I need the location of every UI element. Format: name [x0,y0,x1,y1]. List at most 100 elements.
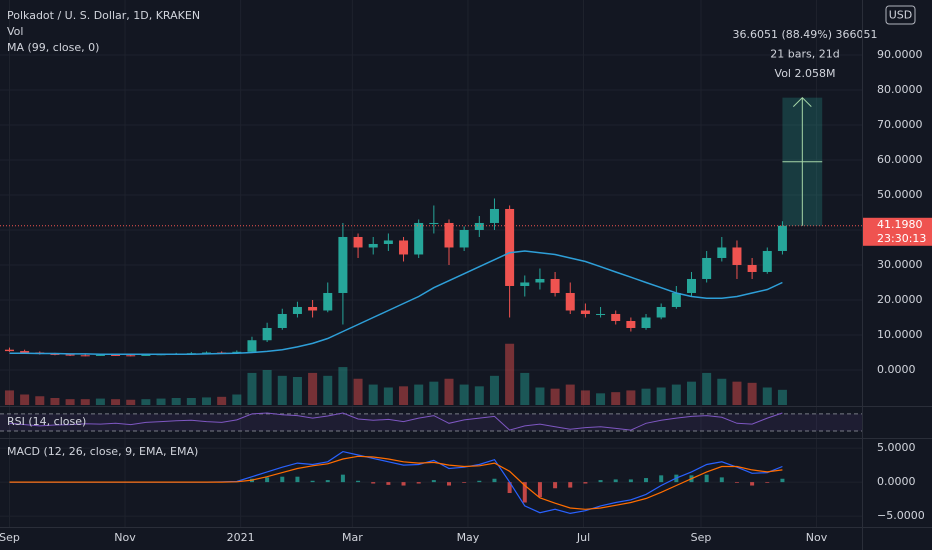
macd-histogram-bar [371,482,376,484]
candle-body [65,354,75,356]
macd-histogram-bar [659,475,664,483]
macd-histogram-bar [325,480,330,483]
candle-body [323,292,333,311]
candle-body [4,349,14,352]
x-tick-label: Sep [0,531,20,544]
volume-bar [535,387,545,405]
volume-bar [702,372,712,405]
macd-histogram-bar [704,474,709,483]
candle-body [353,236,363,248]
candle-body [338,236,348,293]
volume-bar [20,394,30,405]
x-tick-label: Sep [691,531,712,544]
x-tick-label: Mar [342,531,363,544]
candle-body [80,355,90,357]
macd-histogram-bar [765,482,770,483]
macd-histogram-bar [568,482,573,488]
macd-histogram-bar [628,479,633,483]
volume-bar [141,399,151,405]
currency-badge[interactable] [885,5,916,25]
volume-bar [126,399,136,405]
candle-body [232,351,242,353]
volume-bar [292,377,302,405]
candle-body [747,264,757,272]
x-tick-label: Nov [114,531,136,544]
rsi-line [9,412,783,431]
candle-body [702,257,712,279]
macd-histogram-bar [310,480,315,483]
candle-body [611,313,621,321]
volume-bar [505,343,515,405]
candle-body [95,354,105,356]
candle-body [308,306,318,311]
x-tick-label: 2021 [227,531,255,544]
macd-tick-label: 5.0000 [877,441,916,454]
volume-bar [323,375,333,405]
volume-bar [414,384,424,405]
macd-histogram-bar [719,477,724,483]
y-tick-label: 10.0000 [877,328,923,341]
y-tick-label: 30.0000 [877,258,923,271]
candle-body [383,240,393,244]
y-tick-label: 60.0000 [877,153,923,166]
candle-body [414,222,424,255]
measure-text: Vol 2.058M [775,67,836,80]
macd-histogram-bar [386,482,391,485]
candle-body [141,354,151,356]
volume-bar [308,372,318,405]
volume-bar [777,389,787,405]
volume-bar [368,384,378,405]
candle-body [656,306,666,318]
last-price-label: 41.1980 [877,218,923,231]
last-price-badge [863,217,932,246]
macd-histogram-bar [644,478,649,483]
volume-bar [338,367,348,405]
volume-bar [671,384,681,405]
x-tick-label: May [457,531,480,544]
candle-body [671,292,681,307]
candle-body [262,327,272,341]
candle-body [626,320,636,328]
measure-text: 21 bars, 21d [770,48,839,61]
candle-body [717,247,727,258]
candle-body [535,278,545,283]
volume-bar [641,388,651,405]
volume-bar [111,399,121,405]
volume-bar [80,399,90,405]
candle-body [505,208,515,286]
candle-body [111,354,121,356]
plot-area: 36.6051 (88.49%) 366051 21 bars, 21d Vol 2… [0,28,878,515]
volume-bar [459,384,469,405]
candle-body [762,250,772,272]
candle-body [474,222,484,230]
macd-histogram-bar [340,474,345,483]
macd-tick-label: −5.0000 [877,509,925,522]
currency[interactable]: USD [889,9,913,22]
candle-body [641,317,651,328]
candle-body [459,229,469,248]
macd-histogram-bar [598,480,603,483]
ma-label: MA (99, close, 0) [7,41,99,54]
macd-histogram-bar [280,476,285,483]
symbol-title: Polkadot / U. S. Dollar, 1D, KRAKEN [7,9,200,22]
candle-body [580,310,590,314]
candle-body [596,313,606,315]
macd-histogram-bar [522,482,527,503]
measure-text: 36.6051 (88.49%) 366051 [733,28,878,41]
macd-histogram-bar [537,482,542,498]
macd-histogram-bar [295,476,300,483]
volume-bar [383,387,393,405]
macd-line [9,455,783,510]
macd-histogram-bar [553,482,558,489]
macd-histogram-bar [780,478,785,483]
macd-label: MACD (12, 26, close, 9, EMA, EMA) [7,445,198,458]
macd-histogram-bar [583,482,588,484]
x-tick-label: Nov [806,531,828,544]
volume-bar [717,378,727,405]
volume-bar [35,396,45,405]
macd-histogram-bar [431,480,436,483]
candle-body [20,351,30,353]
candle-body [292,306,302,314]
macd-histogram-bar [462,482,467,483]
